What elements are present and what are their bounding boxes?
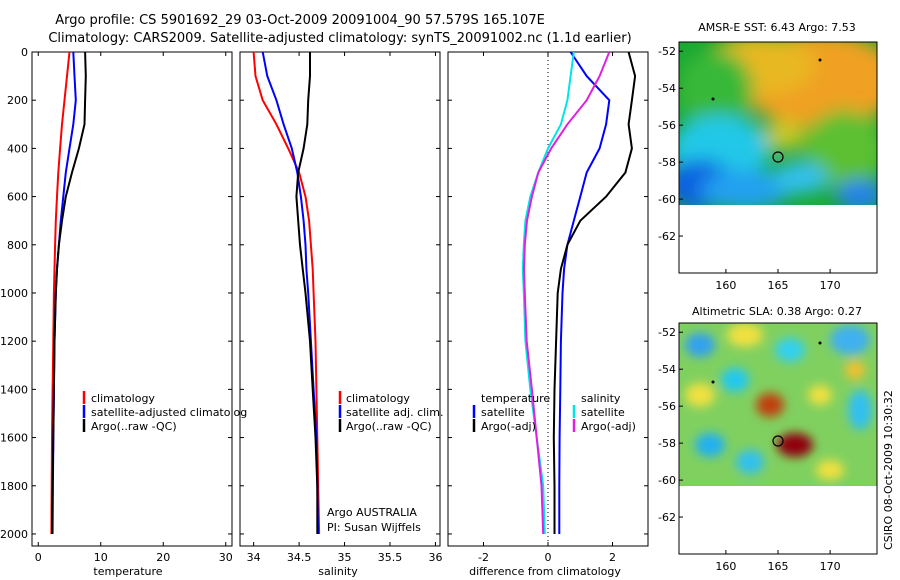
difference-panel [447, 51, 649, 547]
legend-label-satellite: satellite-adjusted climatolog [91, 406, 247, 419]
temperature-panel [31, 51, 233, 547]
map-y-tick-label: -60 [658, 193, 676, 206]
map-y-tick-label: -62 [658, 230, 676, 243]
sst-map-image [679, 42, 877, 205]
series-line [295, 52, 319, 534]
map-y-tick-label: -56 [658, 400, 676, 413]
legend-label-temp-satellite: satellite [481, 406, 525, 419]
y-tick-label: 2000 [0, 528, 28, 541]
legend-label-climatology: climatology [346, 392, 410, 405]
x-tick-label: 34.5 [287, 551, 312, 564]
map-x-tick-label: 160 [715, 560, 736, 573]
sst-map-title: AMSR-E SST: 6.43 Argo: 7.53 [698, 21, 856, 34]
map-y-tick-label: -52 [658, 45, 676, 58]
y-tick-label: 600 [7, 191, 28, 204]
map-y-tick-label: -60 [658, 474, 676, 487]
x-tick-label: 0 [35, 551, 42, 564]
x-tick-label: 30 [219, 551, 233, 564]
map-y-tick-label: -54 [658, 363, 676, 376]
difference-legend: temperature satellite Argo(-adj) salinit… [472, 392, 636, 433]
map-y-tick-label: -62 [658, 511, 676, 524]
map-y-tick-label: -56 [658, 119, 676, 132]
y-tick-label: 800 [7, 239, 28, 252]
y-tick-label: 1800 [0, 480, 28, 493]
series-line [523, 51, 611, 535]
y-tick-label: 1200 [0, 335, 28, 348]
legend-label-satellite: satellite adj. clim. [346, 406, 443, 419]
sst-argo-location-marker [772, 151, 784, 163]
argo-info-line1: Argo AUSTRALIA [327, 506, 417, 519]
series-line [51, 51, 87, 535]
argo-info-line2: PI: Susan Wijffels [327, 521, 421, 534]
temperature-axis-label: temperature [93, 565, 162, 578]
legend-label-argo: Argo(..raw -QC) [346, 420, 432, 433]
legend-label-climatology: climatology [91, 392, 155, 405]
map-x-tick-label: 170 [820, 560, 841, 573]
difference-axis-label: difference from climatology [469, 565, 621, 578]
figure-title-line2: Climatology: CARS2009. Satellite-adjuste… [48, 31, 631, 46]
series-line [50, 51, 71, 535]
x-tick-label: 2 [609, 551, 616, 564]
legend-label-temp-argo: Argo(-adj) [481, 420, 536, 433]
x-tick-label: 36 [428, 551, 442, 564]
sla-map-image [679, 323, 877, 486]
series-line [552, 51, 637, 534]
x-tick-label: 35.5 [378, 551, 403, 564]
map-x-tick-label: 160 [715, 279, 736, 292]
map-x-tick-label: 170 [820, 279, 841, 292]
y-tick-label: 1400 [0, 383, 28, 396]
sla-argo-location-marker [772, 435, 784, 447]
x-tick-label: 34 [247, 551, 261, 564]
x-tick-label: 35 [338, 551, 352, 564]
map-y-tick-label: -58 [658, 156, 676, 169]
x-tick-label: -2 [478, 551, 489, 564]
x-tick-label: 10 [94, 551, 108, 564]
temperature-legend: climatology satellite-adjusted climatolo… [82, 391, 247, 433]
sla-island-dot [711, 380, 715, 384]
series-line [558, 51, 611, 534]
y-tick-label: 400 [7, 142, 28, 155]
side-credit: CSIRO 08-Oct-2009 10:30:32 [882, 390, 895, 550]
legend-heading-temperature: temperature [481, 392, 550, 405]
salinity-axis-label: salinity [318, 565, 358, 578]
x-tick-label: 20 [156, 551, 170, 564]
map-x-tick-label: 165 [768, 279, 789, 292]
map-y-tick-label: -58 [658, 437, 676, 450]
sla-island-dot [818, 341, 822, 345]
legend-heading-salinity: salinity [581, 392, 621, 405]
x-tick-label: 0 [545, 551, 552, 564]
y-tick-label: 200 [7, 94, 28, 107]
figure-title-line1: Argo profile: CS 5901692_29 03-Oct-2009 … [55, 13, 545, 28]
salinity-panel [239, 51, 441, 547]
sla-map-title: Altimetric SLA: 0.38 Argo: 0.27 [692, 305, 862, 318]
y-tick-label: 0 [21, 46, 28, 59]
map-y-tick-label: -54 [658, 82, 676, 95]
y-tick-label: 1600 [0, 432, 28, 445]
legend-label-argo: Argo(..raw -QC) [91, 420, 177, 433]
salinity-legend: climatology satellite adj. clim. Argo(..… [338, 391, 443, 433]
map-y-tick-label: -52 [658, 326, 676, 339]
y-tick-label: 1000 [0, 287, 28, 300]
series-line [252, 51, 321, 535]
series-line [261, 51, 320, 535]
legend-label-sal-satellite: satellite [581, 406, 625, 419]
map-x-tick-label: 165 [768, 560, 789, 573]
sst-island-dot [711, 97, 715, 101]
sst-island-dot [818, 58, 822, 62]
legend-label-sal-argo: Argo(-adj) [581, 420, 636, 433]
